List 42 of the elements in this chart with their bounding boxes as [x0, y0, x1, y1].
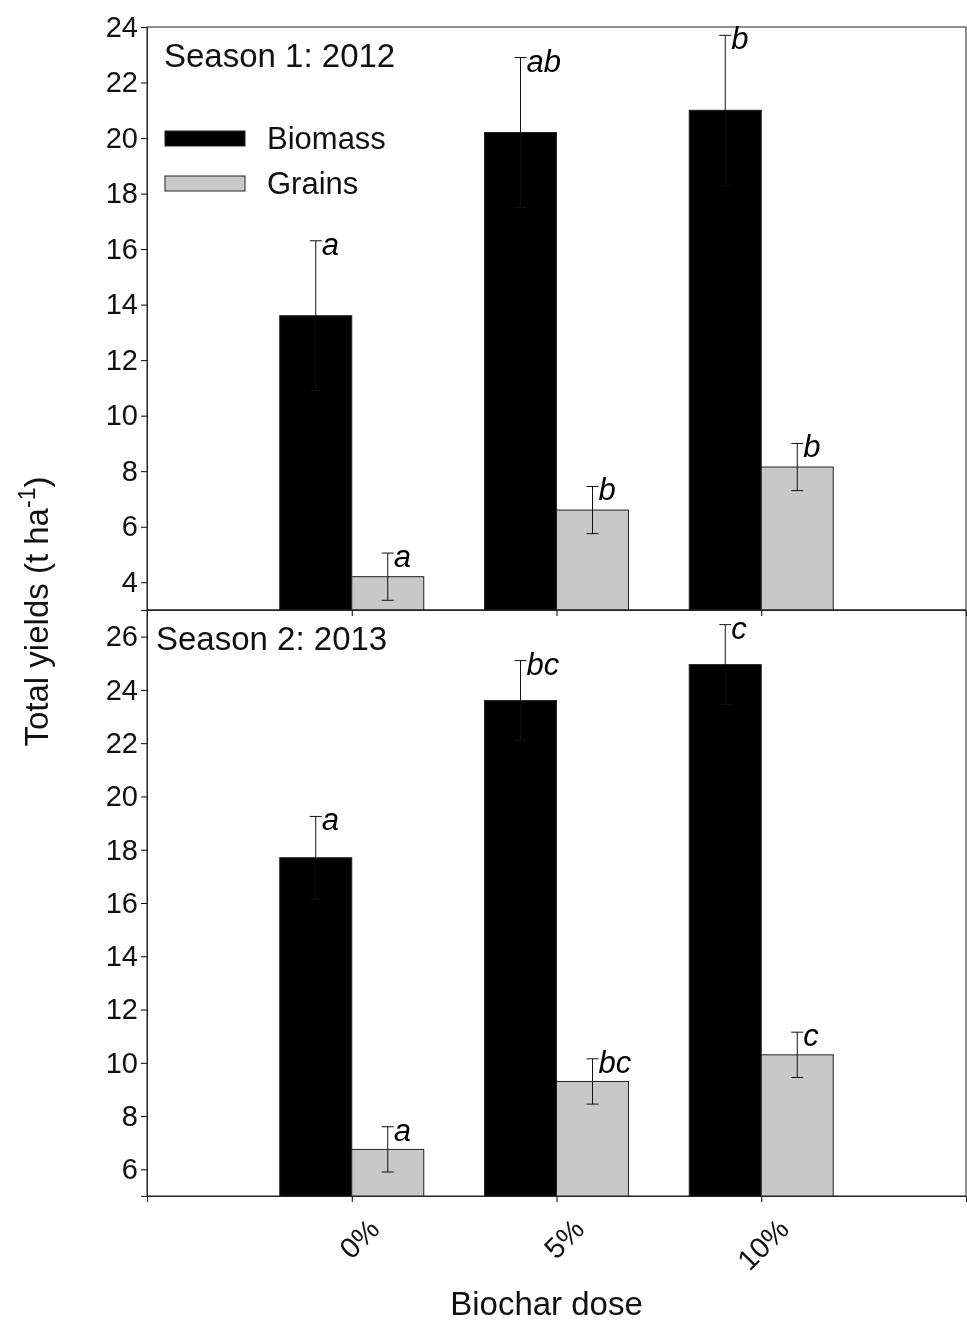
y-tick-label: 20 — [105, 121, 138, 154]
chart-title: Season 2: 2013 — [156, 620, 388, 657]
annotation: bc — [598, 1044, 632, 1080]
y-tick-label: 22 — [105, 726, 138, 759]
y-tick-label: 16 — [105, 886, 138, 919]
annotation: c — [731, 610, 748, 646]
y-tick-label: 24 — [105, 673, 138, 706]
y-tick-label: 10 — [105, 1046, 138, 1079]
annotation: a — [321, 226, 339, 262]
annotation: b — [598, 472, 616, 508]
legend-label: Grains — [267, 166, 359, 201]
y-tick-label: 14 — [105, 940, 138, 973]
annotation: b — [731, 21, 749, 57]
annotation: a — [393, 539, 411, 575]
annotation: a — [393, 1112, 411, 1148]
y-tick-label: 8 — [121, 454, 138, 487]
y-tick-label: 26 — [105, 620, 138, 653]
annotation: ab — [526, 43, 561, 79]
y-tick-label: 24 — [105, 10, 138, 43]
annotation: bc — [526, 646, 560, 682]
y-tick-label: 6 — [121, 1153, 138, 1186]
annotation: c — [803, 1018, 820, 1054]
annotation: a — [321, 802, 339, 838]
y-tick-label: 10 — [105, 399, 138, 432]
y-tick-label: 12 — [105, 343, 138, 376]
x-tick-label: 10% — [731, 1212, 795, 1277]
x-tick-label: 5% — [537, 1212, 591, 1265]
y-tick-label: 14 — [105, 288, 138, 321]
y-tick-label: 18 — [105, 177, 138, 210]
y-tick-label: 20 — [105, 780, 138, 813]
y-tick-label: 22 — [105, 66, 138, 99]
y-tick-label: 6 — [121, 510, 138, 543]
chart-title: Season 1: 2012 — [164, 37, 396, 74]
legend-label: Biomass — [267, 121, 386, 156]
y-tick-label: 18 — [105, 833, 138, 866]
x-axis-title: Biochar dose — [450, 1285, 643, 1321]
y-tick-label: 16 — [105, 232, 138, 265]
y-tick-label: 8 — [121, 1099, 138, 1132]
x-tick-label: 0% — [333, 1212, 386, 1265]
y-tick-label: 12 — [105, 993, 138, 1026]
annotation: b — [803, 429, 821, 465]
y-tick-label: 4 — [121, 566, 138, 599]
